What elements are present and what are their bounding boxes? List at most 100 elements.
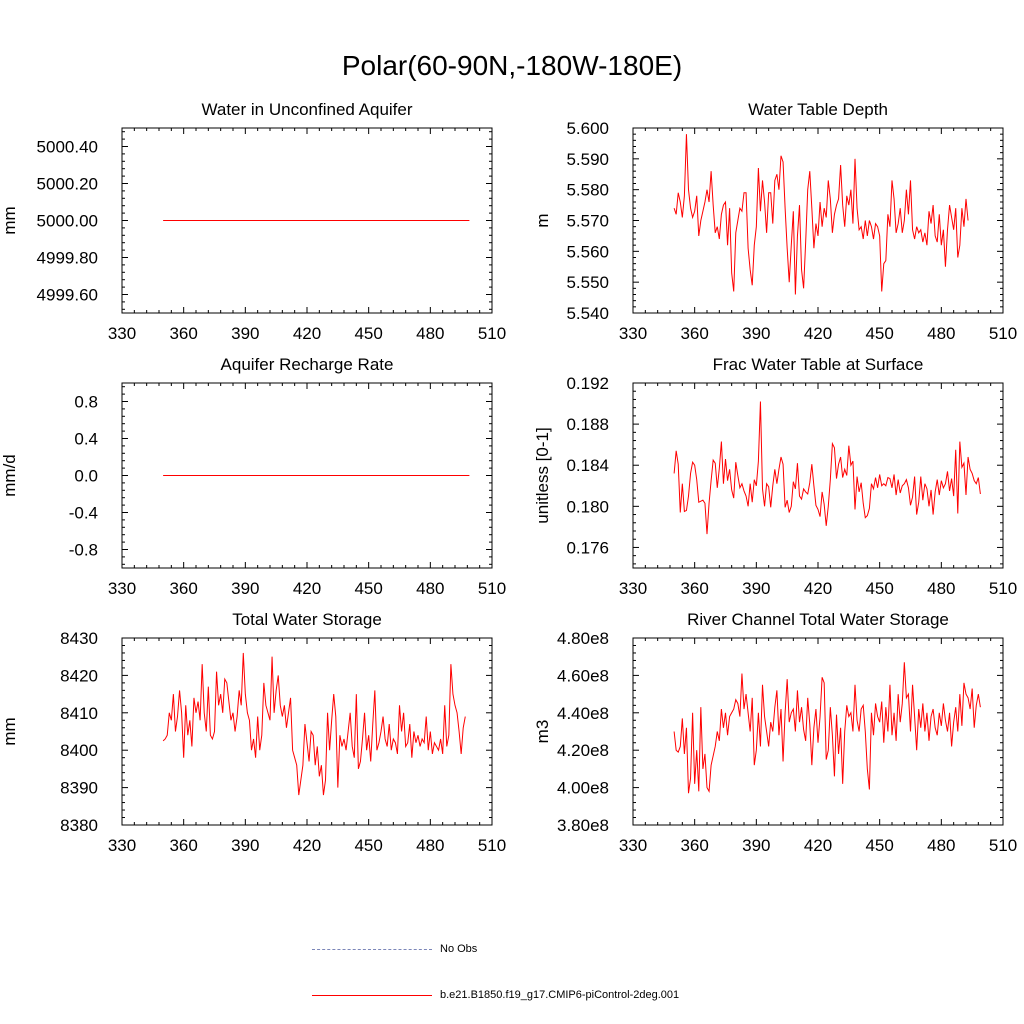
chart-title: Water in Unconfined Aquifer [201, 100, 412, 119]
x-tick-label: 480 [416, 836, 444, 855]
chart-4: Total Water Storage mm 330 360 390 420 450 480 5… [0, 610, 506, 855]
x-tick-label: 330 [619, 324, 647, 343]
y-tick-label: 5.580 [566, 181, 609, 200]
x-tick-label: 510 [989, 836, 1017, 855]
y-tick-label: -0.4 [69, 504, 98, 523]
x-tick-label: 330 [108, 324, 136, 343]
x-tick-label: 420 [293, 836, 321, 855]
chart-title: River Channel Total Water Storage [687, 610, 949, 629]
chart-1: Water Table Depth m 330 360 390 420 450 480 510 5… [533, 100, 1017, 343]
x-tick-label: 450 [354, 579, 382, 598]
y-tick-label: 5.550 [566, 273, 609, 292]
x-tick-label: 390 [231, 836, 259, 855]
series-line [673, 401, 981, 535]
x-tick-label: 360 [680, 579, 708, 598]
y-axis-label: mm/d [0, 454, 19, 497]
y-axis-label: m [533, 213, 552, 227]
x-tick-label: 390 [742, 836, 770, 855]
x-tick-label: 390 [742, 579, 770, 598]
y-tick-label: 4.40e8 [557, 704, 609, 723]
y-tick-label: 0.184 [566, 456, 609, 475]
y-tick-label: 8410 [60, 704, 98, 723]
x-tick-label: 360 [169, 579, 197, 598]
series-line [673, 662, 981, 794]
x-tick-label: 450 [865, 324, 893, 343]
x-tick-label: 480 [927, 579, 955, 598]
x-tick-label: 480 [416, 324, 444, 343]
y-tick-label: 4.20e8 [557, 741, 609, 760]
x-tick-label: 420 [804, 324, 832, 343]
plot-frame [121, 637, 493, 826]
x-tick-label: 390 [231, 579, 259, 598]
x-tick-label: 480 [927, 836, 955, 855]
series-line [162, 652, 466, 796]
plot-frame [632, 127, 1004, 314]
y-tick-label: 5.570 [566, 212, 609, 231]
y-tick-label: 5000.00 [37, 212, 98, 231]
x-tick-label: 360 [680, 836, 708, 855]
chart-title: Total Water Storage [232, 610, 382, 629]
y-tick-label: 0.176 [566, 538, 609, 557]
x-tick-label: 420 [293, 579, 321, 598]
y-tick-label: 4999.60 [37, 286, 98, 305]
y-tick-label: 0.8 [74, 393, 98, 412]
page-title: Polar(60-90N,-180W-180E) [341, 50, 683, 81]
x-tick-label: 330 [108, 579, 136, 598]
chart-2: Aquifer Recharge Rate mm/d 330 360 390 420 450… [0, 355, 506, 598]
x-tick-label: 480 [416, 579, 444, 598]
x-tick-label: 510 [989, 579, 1017, 598]
x-tick-label: 510 [478, 836, 506, 855]
y-tick-label: 8380 [60, 816, 98, 835]
x-tick-label: 360 [680, 324, 708, 343]
x-tick-label: 510 [478, 324, 506, 343]
y-axis-label: mm [0, 206, 19, 234]
x-tick-label: 480 [927, 324, 955, 343]
y-tick-label: -0.8 [69, 541, 98, 560]
y-tick-label: 4.60e8 [557, 666, 609, 685]
x-tick-label: 330 [108, 836, 136, 855]
y-tick-label: 3.80e8 [557, 816, 609, 835]
y-tick-label: 5000.20 [37, 175, 98, 194]
x-tick-label: 450 [354, 836, 382, 855]
chart-title: Aquifer Recharge Rate [221, 355, 394, 374]
x-tick-label: 420 [293, 324, 321, 343]
x-tick-label: 420 [804, 836, 832, 855]
x-tick-label: 330 [619, 836, 647, 855]
series-line [673, 134, 969, 295]
chart-3: Frac Water Table at Surface unitless [0-1… [533, 355, 1017, 598]
y-tick-label: 0.188 [566, 415, 609, 434]
x-tick-label: 420 [804, 579, 832, 598]
x-tick-label: 390 [231, 324, 259, 343]
x-tick-label: 360 [169, 836, 197, 855]
y-tick-label: 5.560 [566, 242, 609, 261]
x-tick-label: 330 [619, 579, 647, 598]
y-tick-label: 4.80e8 [557, 629, 609, 648]
x-tick-label: 450 [354, 324, 382, 343]
x-tick-label: 360 [169, 324, 197, 343]
y-tick-label: 0.180 [566, 497, 609, 516]
x-tick-label: 510 [478, 579, 506, 598]
y-tick-label: 5.540 [566, 304, 609, 323]
y-tick-label: 5000.40 [37, 138, 98, 157]
y-tick-label: 0.4 [74, 430, 98, 449]
y-axis-label: m3 [533, 720, 552, 744]
y-tick-label: 8400 [60, 741, 98, 760]
chart-0: Water in Unconfined Aquifer mm 330 360 390 42… [0, 100, 506, 343]
y-tick-label: 4.00e8 [557, 779, 609, 798]
x-tick-label: 390 [742, 324, 770, 343]
y-tick-label: 5.590 [566, 150, 609, 169]
y-tick-label: 4999.80 [37, 249, 98, 268]
legend-label-no-obs: No Obs [440, 943, 478, 955]
chart-5: River Channel Total Water Storage m3 330 36… [533, 610, 1017, 855]
legend-label-model: b.e21.B1850.f19_g17.CMIP6-piControl-2deg… [440, 989, 680, 1001]
chart-title: Frac Water Table at Surface [713, 355, 924, 374]
y-tick-label: 0.192 [566, 374, 609, 393]
x-tick-label: 450 [865, 579, 893, 598]
y-tick-label: 8420 [60, 666, 98, 685]
x-tick-label: 510 [989, 324, 1017, 343]
y-axis-label: unitless [0-1] [533, 427, 552, 523]
legend-line-no-obs [312, 949, 432, 950]
chart-title: Water Table Depth [748, 100, 888, 119]
y-tick-label: 8390 [60, 779, 98, 798]
